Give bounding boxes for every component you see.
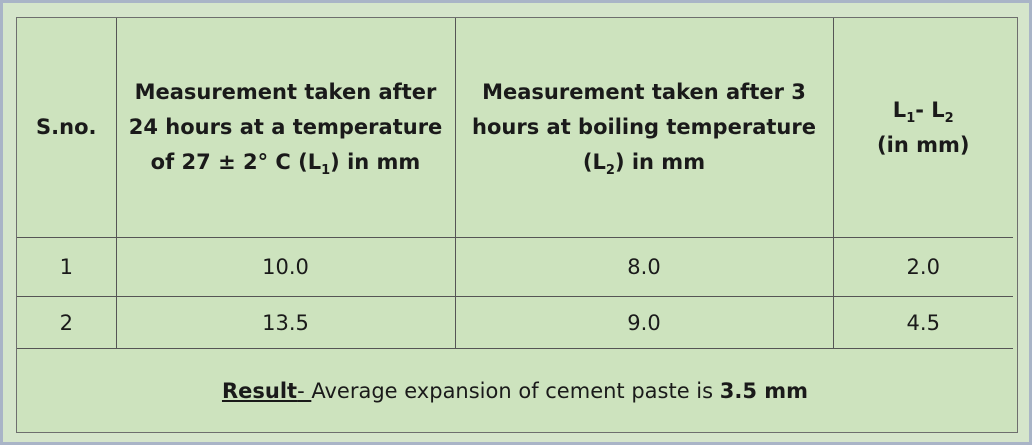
cell-diff: 2.0: [832, 237, 1013, 297]
result-cell: Result- Average expansion of cement past…: [17, 348, 1013, 432]
table-panel: S.no. Measurement taken after 24 hours a…: [16, 17, 1018, 433]
cell-sno: 1: [17, 237, 117, 297]
expansion-table: S.no. Measurement taken after 24 hours a…: [17, 18, 1013, 432]
cell-l2: 9.0: [454, 296, 834, 349]
result-label: Result: [221, 378, 298, 403]
cell-l1: 10.0: [115, 237, 456, 297]
cell-sno: 2: [17, 296, 117, 349]
cell-diff: 4.5: [832, 296, 1013, 349]
header-difference: L1- L2 (in mm): [832, 18, 1013, 238]
header-measurement-boiling: Measurement taken after 3 hours at boili…: [454, 18, 834, 238]
cell-l2: 8.0: [454, 237, 834, 297]
result-value: 3.5 mm: [719, 378, 809, 403]
result-text: Average expansion of cement paste is: [311, 378, 720, 403]
table-row: 1 10.0 8.0 2.0: [17, 237, 1013, 297]
table-row: 2 13.5 9.0 4.5: [17, 296, 1013, 349]
cell-l1: 13.5: [115, 296, 456, 349]
result-row: Result- Average expansion of cement past…: [17, 348, 1013, 432]
header-measurement-24h: Measurement taken after 24 hours at a te…: [115, 18, 456, 238]
header-row: S.no. Measurement taken after 24 hours a…: [17, 18, 1013, 238]
header-sno: S.no.: [17, 18, 117, 238]
